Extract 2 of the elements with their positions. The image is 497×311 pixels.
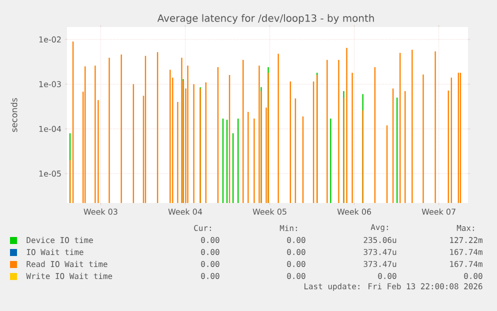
y-axis-title: seconds	[10, 98, 18, 132]
chart-title: Average latency for /dev/loop13 - by month	[157, 14, 374, 24]
